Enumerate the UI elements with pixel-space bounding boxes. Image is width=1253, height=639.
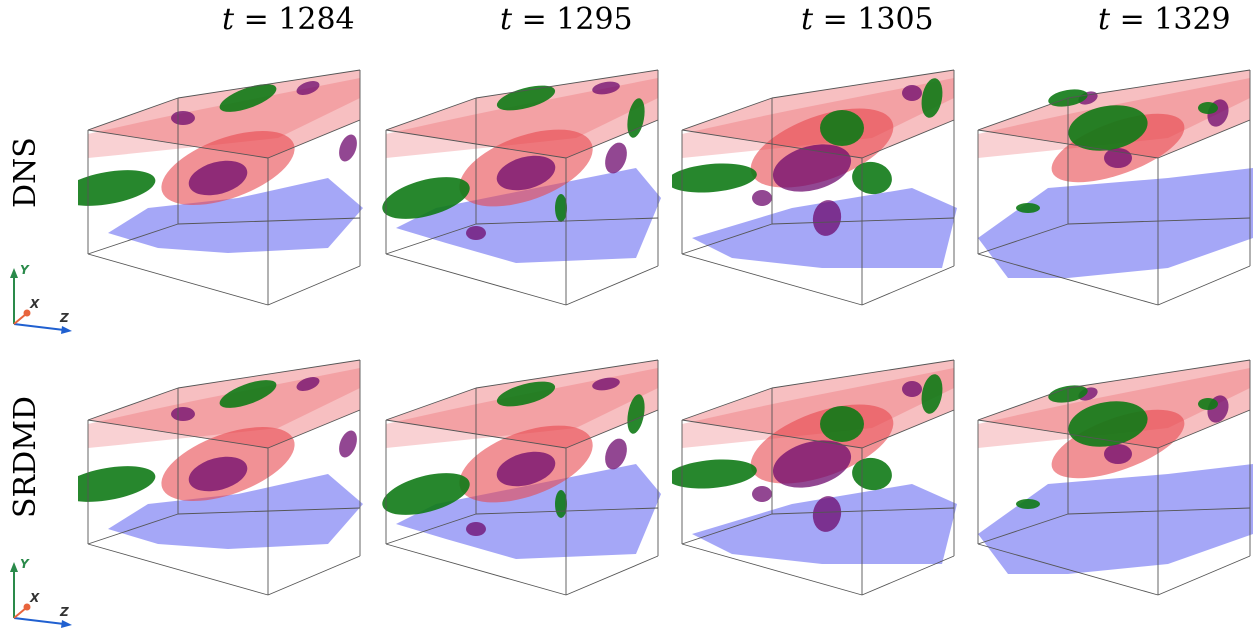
axis-x-label: X: [29, 591, 40, 605]
isosurface-render: [78, 359, 363, 596]
panel-srdmd-1295: [376, 348, 664, 598]
row-label-srdmd: SRDMD: [8, 396, 43, 518]
panel-srdmd-1305: [672, 348, 960, 598]
axis-triad-bottom: Y X Z: [4, 556, 74, 634]
isosurface-render: [78, 69, 363, 306]
axis-z-label: Z: [59, 311, 69, 325]
isosurface-render: [382, 359, 661, 596]
time-value: 1305: [857, 2, 934, 37]
panel-dns-1329: [968, 58, 1253, 308]
axis-z-label: Z: [59, 605, 69, 619]
time-variable: t: [1098, 2, 1111, 37]
panel-srdmd-1284: [78, 348, 366, 598]
isosurface-render: [382, 69, 661, 306]
axis-y-label: Y: [20, 263, 30, 277]
axis-triad-top: Y X Z: [4, 262, 74, 340]
isosurface-render: [672, 69, 957, 306]
column-title-2: t = 1295: [500, 2, 633, 37]
panel-dns-1284: [78, 58, 366, 308]
time-variable: t: [222, 2, 235, 37]
time-value: 1284: [278, 2, 355, 37]
time-value: 1295: [556, 2, 633, 37]
time-variable: t: [500, 2, 513, 37]
time-variable: t: [801, 2, 814, 37]
row-label-dns: DNS: [8, 137, 43, 208]
column-title-1: t = 1284: [222, 2, 355, 37]
axis-x-label: X: [29, 297, 40, 311]
time-value: 1329: [1154, 2, 1231, 37]
axis-y-label: Y: [20, 557, 30, 571]
column-title-4: t = 1329: [1098, 2, 1231, 37]
panel-dns-1305: [672, 58, 960, 308]
isosurface-render: [977, 359, 1253, 596]
isosurface-render: [672, 359, 957, 596]
panel-dns-1295: [376, 58, 664, 308]
panel-srdmd-1329: [968, 348, 1253, 598]
column-title-3: t = 1305: [801, 2, 934, 37]
isosurface-render: [977, 69, 1253, 306]
